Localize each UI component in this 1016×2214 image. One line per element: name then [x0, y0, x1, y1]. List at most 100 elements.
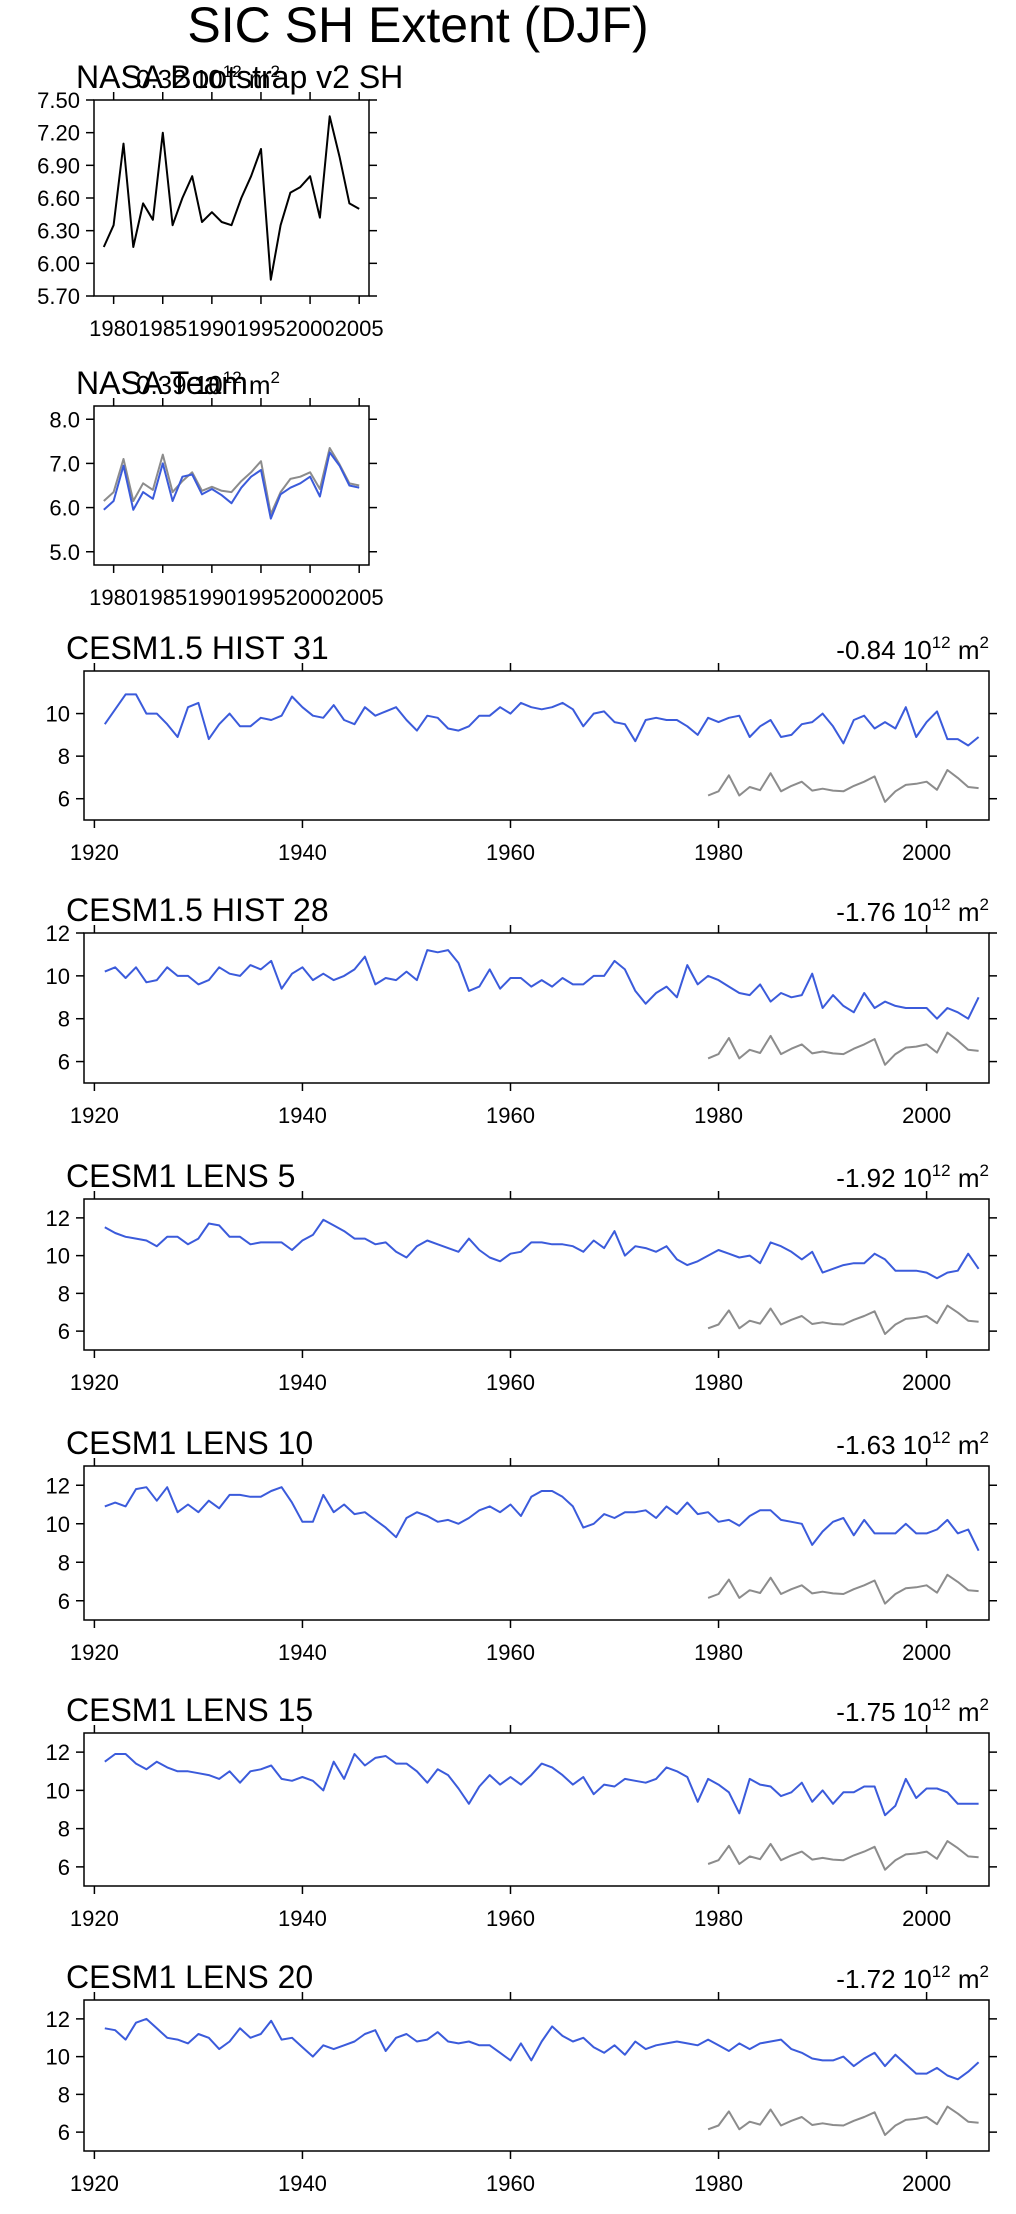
y-tick-label: 12 — [46, 1740, 70, 1765]
x-tick-label: 2005 — [335, 585, 384, 610]
unit-exponent: 12 — [932, 895, 951, 914]
y-tick-label: 10 — [46, 1512, 70, 1537]
x-tick-label: 1980 — [694, 1906, 743, 1931]
y-tick-label: 6.60 — [37, 186, 80, 211]
unit-exponent: 12 — [932, 1428, 951, 1447]
x-tick-label: 1960 — [486, 1640, 535, 1665]
x-tick-label: 1920 — [70, 2171, 119, 2196]
unit-symbol: m — [951, 635, 980, 665]
unit-symbol: m — [951, 1430, 980, 1460]
panel-6: 6 8 10 12 1920 1940 1960 1980 2000 CESM1 LENS 10 -… — [46, 1425, 997, 1665]
trend-value: -1.75 — [836, 1697, 903, 1727]
y-tick-label: 12 — [46, 1473, 70, 1498]
x-tick-label: 1940 — [278, 1370, 327, 1395]
x-tick-label: 1940 — [278, 1640, 327, 1665]
panel-title: CESM1 LENS 10 — [66, 1425, 313, 1461]
y-tick-label: 6.0 — [49, 496, 80, 521]
x-tick-label: 2000 — [902, 1906, 951, 1931]
x-tick-label: 1990 — [187, 316, 236, 341]
y-tick-label: 6 — [58, 1050, 70, 1075]
y-tick-label: 8 — [58, 744, 70, 769]
x-tick-label: 1920 — [70, 1370, 119, 1395]
x-tick-label: 1980 — [694, 2171, 743, 2196]
x-tick-label: 1980 — [694, 1103, 743, 1128]
unit-exponent: 12 — [223, 368, 242, 387]
plot-frame — [83, 1465, 990, 1621]
series-line-obs_ref — [707, 1031, 979, 1066]
series-line-obs_ref — [707, 1304, 979, 1335]
unit-exponent: 12 — [932, 1962, 951, 1981]
trend-label: -1.72 1012 m2 — [836, 1962, 989, 1994]
trend-value: -1.76 — [836, 897, 903, 927]
y-tick-label: 7.20 — [37, 121, 80, 146]
y-tick-label: 12 — [46, 921, 70, 946]
panel-title: CESM1 LENS 20 — [66, 1959, 313, 1995]
plot-frame — [83, 1999, 990, 2152]
y-tick-label: 7.50 — [37, 88, 80, 113]
unit-base: 10 — [903, 1697, 932, 1727]
series-line-obs_ref — [707, 1573, 979, 1605]
unit-base: 10 — [903, 1964, 932, 1994]
y-tick-label: 8 — [58, 1007, 70, 1032]
x-tick-label: 2005 — [335, 316, 384, 341]
panel-title: CESM1.5 HIST 31 — [66, 630, 329, 666]
series-line-obs_ref — [707, 769, 979, 803]
x-tick-label: 2000 — [286, 316, 335, 341]
y-tick-label: 5.70 — [37, 284, 80, 309]
y-tick-label: 6.30 — [37, 219, 80, 244]
x-tick-label: 2000 — [902, 2171, 951, 2196]
x-tick-label: 1995 — [236, 316, 285, 341]
y-tick-label: 6 — [58, 1855, 70, 1880]
trend-label: -1.75 1012 m2 — [836, 1695, 989, 1727]
series-line-model — [104, 1218, 980, 1280]
y-tick-label: 10 — [46, 1778, 70, 1803]
x-tick-label: 1940 — [278, 1906, 327, 1931]
plot-frame — [83, 670, 990, 821]
x-tick-label: 1980 — [89, 316, 138, 341]
y-tick-label: 6 — [58, 787, 70, 812]
y-tick-label: 10 — [46, 2045, 70, 2070]
plot-frame — [83, 932, 990, 1084]
unit-base: 10 — [194, 64, 223, 94]
unit-symbol: m — [242, 370, 271, 400]
unit-symbol: m — [951, 1697, 980, 1727]
figure-title: SIC SH Extent (DJF) — [187, 0, 648, 53]
y-tick-label: 8 — [58, 1550, 70, 1575]
y-tick-label: 6 — [58, 1319, 70, 1344]
y-tick-label: 5.0 — [49, 540, 80, 565]
x-tick-label: 1920 — [70, 1640, 119, 1665]
y-tick-label: 10 — [46, 702, 70, 727]
x-tick-label: 1940 — [278, 2171, 327, 2196]
trend-value: -1.72 — [836, 1964, 903, 1994]
series-line-model — [104, 1753, 979, 1817]
unit-exponent: 12 — [932, 1161, 951, 1180]
trend-value: 0.32 — [136, 64, 194, 94]
x-tick-label: 1940 — [278, 1103, 327, 1128]
y-tick-label: 8.0 — [49, 407, 80, 432]
y-tick-label: 8 — [58, 2082, 70, 2107]
x-tick-label: 1980 — [694, 1640, 743, 1665]
x-tick-label: 2000 — [902, 1640, 951, 1665]
x-tick-label: 2000 — [286, 585, 335, 610]
unit-square: 2 — [980, 1428, 989, 1447]
unit-square: 2 — [980, 633, 989, 652]
trend-label: -0.84 1012 m2 — [836, 633, 989, 665]
panel-title: NASA Bootstrap v2 SH — [76, 59, 403, 95]
x-tick-label: 1980 — [694, 1370, 743, 1395]
x-tick-label: 2000 — [902, 840, 951, 865]
unit-square: 2 — [271, 368, 280, 387]
unit-base: 10 — [903, 635, 932, 665]
trend-label: 0.39 1012 m2 — [136, 368, 280, 400]
unit-square: 2 — [980, 1962, 989, 1981]
y-tick-label: 6 — [58, 1589, 70, 1614]
panel-2: 5.0 6.0 7.0 8.0 1980 1985 1990 1995 2000 2005 NASA… — [49, 365, 383, 610]
unit-base: 10 — [194, 370, 223, 400]
y-tick-label: 12 — [46, 1206, 70, 1231]
unit-exponent: 12 — [932, 1695, 951, 1714]
unit-square: 2 — [980, 1695, 989, 1714]
trend-value: -1.63 — [836, 1430, 903, 1460]
